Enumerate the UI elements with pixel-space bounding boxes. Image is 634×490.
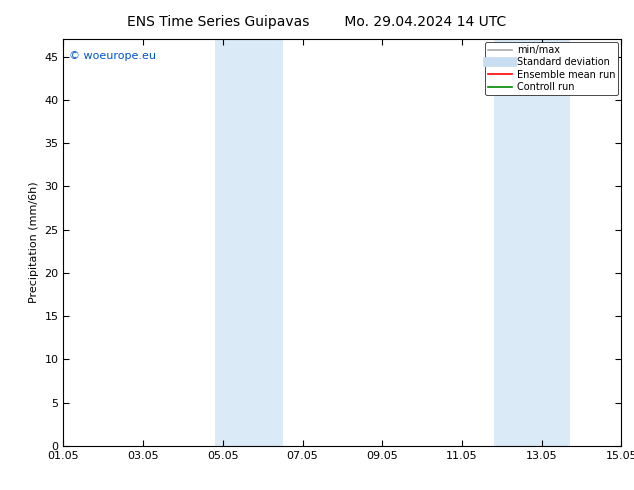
Y-axis label: Precipitation (mm/6h): Precipitation (mm/6h) xyxy=(29,182,39,303)
Bar xyxy=(494,39,569,446)
Legend: min/max, Standard deviation, Ensemble mean run, Controll run: min/max, Standard deviation, Ensemble me… xyxy=(485,42,618,95)
Bar xyxy=(215,39,283,446)
Text: © woeurope.eu: © woeurope.eu xyxy=(69,51,156,61)
Text: ENS Time Series Guipavas        Mo. 29.04.2024 14 UTC: ENS Time Series Guipavas Mo. 29.04.2024 … xyxy=(127,15,507,29)
